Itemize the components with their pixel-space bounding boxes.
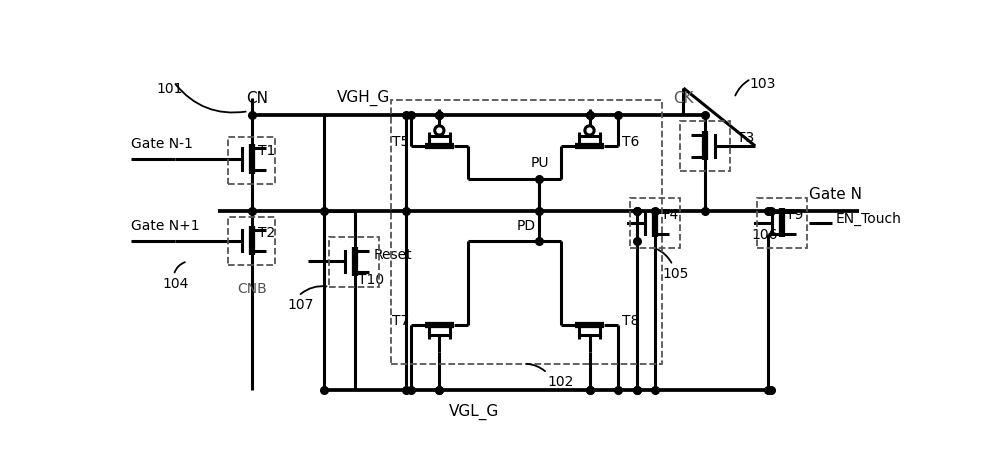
Text: T7: T7 [392,315,409,328]
Text: T1: T1 [258,144,276,158]
Text: 103: 103 [750,77,776,90]
Text: T9: T9 [786,208,803,222]
Text: 104: 104 [162,277,189,291]
Text: VGL_G: VGL_G [449,404,500,420]
Bar [757,198,807,248]
Text: EN_Touch: EN_Touch [836,212,902,226]
Bar [680,121,730,171]
Text: 107: 107 [288,298,314,311]
Text: T2: T2 [258,226,276,240]
Bar [228,218,275,265]
Bar [228,137,275,184]
Text: CNB: CNB [237,282,267,296]
Text: Reset: Reset [374,248,413,262]
Text: 105: 105 [663,267,689,281]
Text: T10: T10 [358,273,385,287]
Bar [391,100,662,364]
Text: Gate N-1: Gate N-1 [131,137,193,151]
Text: 102: 102 [547,374,574,389]
Text: CN: CN [246,91,268,106]
Text: T4: T4 [661,208,678,222]
Text: T6: T6 [622,135,639,149]
Text: VGH_G: VGH_G [337,89,390,106]
Text: CK: CK [673,91,693,106]
Text: T8: T8 [622,315,639,328]
Text: T3: T3 [737,131,755,145]
Text: Gate N+1: Gate N+1 [131,219,200,233]
Text: PD: PD [516,219,535,233]
Text: T5: T5 [392,135,409,149]
Bar [630,198,680,248]
Text: 106: 106 [751,228,778,242]
Text: Gate N: Gate N [809,187,862,202]
Bar [329,237,379,287]
Text: 101: 101 [157,82,183,96]
Text: PU: PU [530,156,549,170]
